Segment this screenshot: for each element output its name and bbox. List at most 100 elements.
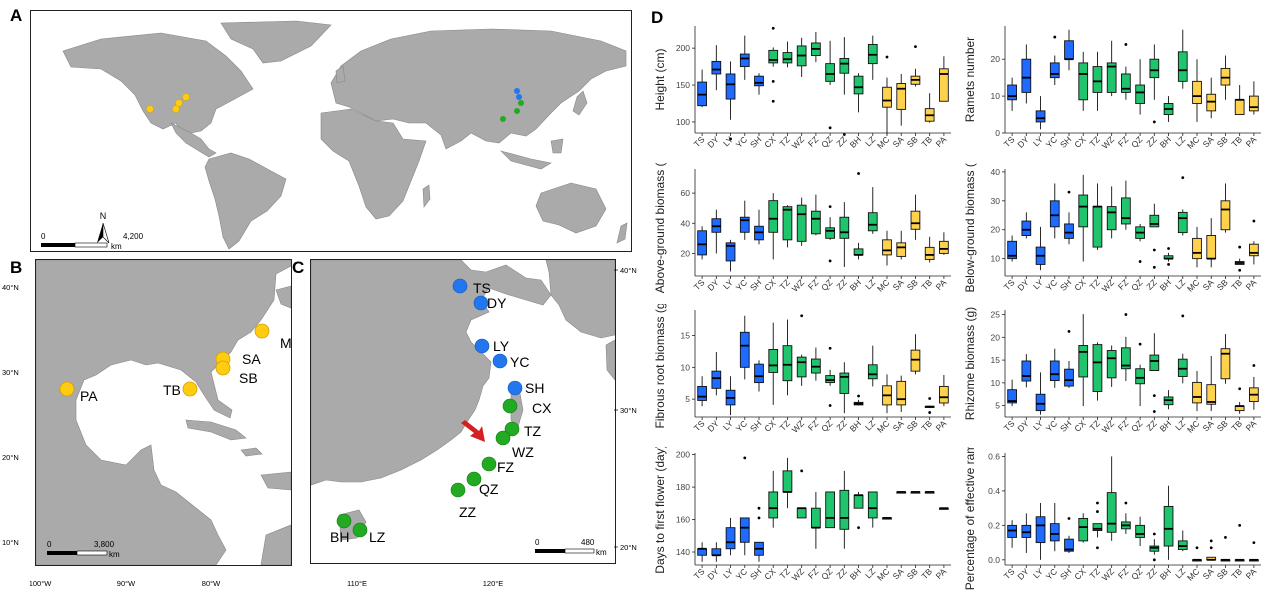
y-tick-label: 180 (676, 482, 690, 492)
boxplot-height: Height (cm) 100 150 200 TS DY LY YC SH CX TZ WZ FZ QZ… (650, 20, 955, 163)
box-iqr (1149, 214, 1160, 228)
box-sb (910, 45, 921, 87)
outlier-point (885, 55, 889, 59)
x-tick-label: SB (905, 134, 920, 149)
x-tick-label: LZ (1173, 277, 1187, 291)
china-map-lat-axis: 40°N 30°N 20°N (614, 259, 644, 564)
outlier-point (1238, 387, 1242, 391)
box-ts (697, 542, 707, 562)
x-tick-label: SB (905, 566, 920, 581)
box-iqr (1121, 347, 1131, 370)
x-tick-label: WZ (1100, 566, 1116, 582)
y-axis-label: Above-ground biomass (g) (653, 163, 667, 293)
china-map: TS DY LY YC SH CX TZ WZ FZ QZ ZZ BH LZ (310, 259, 616, 564)
box-iqr (1021, 360, 1032, 382)
outlier-point (729, 137, 732, 141)
x-tick-label: YC (734, 418, 749, 433)
x-tick-label: CX (762, 277, 778, 293)
outlier-point (1238, 523, 1242, 527)
box-sb (910, 491, 921, 494)
x-tick-label: CX (762, 418, 778, 434)
panel-label-d: D (651, 8, 664, 27)
box-tz (1092, 183, 1103, 250)
outlier-point (1209, 546, 1213, 550)
box-iqr (1206, 93, 1217, 112)
x-tick-label: ZZ (834, 418, 848, 432)
x-tick-label: SB (1215, 134, 1230, 149)
box-sh (754, 506, 764, 562)
x-tick-label: DY (705, 418, 721, 434)
world-site-mc (182, 93, 190, 101)
box-iqr (697, 385, 707, 401)
site-label-sh: SH (525, 380, 544, 396)
x-tick-label: TS (692, 566, 707, 581)
china-lat-ticks: 40°N 30°N 20°N (614, 266, 637, 552)
x-tick-label: LY (721, 277, 735, 291)
box-iqr (1092, 66, 1103, 93)
box-lz (1177, 176, 1188, 236)
box-iqr (1121, 73, 1131, 93)
outlier-point (1167, 263, 1170, 266)
outlier-point (1152, 410, 1156, 413)
box-iqr (711, 548, 722, 556)
box-qz (1135, 59, 1145, 115)
site-marker-qz (466, 471, 482, 487)
box-zz (1149, 44, 1160, 124)
panel-label-b: B (10, 258, 23, 277)
x-tick-label: BH (848, 566, 863, 581)
box-lz (867, 491, 878, 528)
outlier-point (1238, 245, 1242, 249)
x-tick-label: FZ (806, 418, 820, 432)
x-tick-label: TZ (777, 418, 791, 432)
outlier-point (1152, 120, 1156, 124)
box-iqr (782, 206, 793, 241)
scale-bar-a: 0 4,200 km (41, 232, 144, 251)
outlier-point (757, 506, 761, 510)
outlier-point (1067, 517, 1071, 520)
box-ly (725, 61, 736, 141)
box-iqr (739, 517, 750, 543)
outlier-point (1252, 541, 1256, 544)
outlier-point (757, 516, 761, 520)
site-label-yc: YC (510, 354, 529, 370)
scale-c-start: 0 (535, 538, 540, 547)
x-tick-label: SA (1201, 566, 1216, 581)
box-sh (1064, 330, 1074, 388)
scale-a-unit: km (111, 242, 122, 251)
outlier-point (857, 526, 860, 530)
box-dy (1021, 212, 1032, 239)
x-tick-label: BH (848, 277, 863, 292)
box-sa (896, 230, 907, 260)
x-tick-label: TB (919, 566, 934, 581)
box-mc (1192, 226, 1202, 268)
box-tz (782, 205, 793, 248)
y-tick-label: 0 (995, 128, 1000, 138)
x-tick-label: SB (905, 418, 920, 433)
box-cx (1078, 513, 1089, 543)
y-tick-label: 5 (685, 394, 690, 404)
box-fz (1121, 313, 1131, 382)
box-zz (1149, 203, 1160, 269)
box-iqr (1135, 84, 1145, 104)
site-marker-bh (336, 513, 352, 529)
box-fz (1121, 43, 1131, 100)
outlier-point (1138, 260, 1142, 263)
usa-map-svg: MC SA SB TB PA 0 3,800 km (36, 260, 291, 565)
box-iqr (1106, 62, 1117, 93)
x-tick-label: ZZ (834, 134, 848, 148)
box-iqr (910, 210, 921, 230)
y-tick-label: 15 (991, 355, 1001, 365)
outlier-point (1053, 35, 1057, 39)
x-tick-label: TZ (1087, 277, 1101, 291)
box-bh (1163, 247, 1174, 266)
box-iqr (711, 370, 722, 389)
box-iqr (739, 331, 750, 368)
outlier-point (1067, 190, 1071, 194)
north-label: N (100, 211, 107, 221)
box-dy (711, 352, 722, 396)
site-label-wz: WZ (512, 444, 534, 460)
world-site-tb (172, 105, 180, 113)
site-label-zz: ZZ (459, 504, 477, 520)
box-sb (1220, 334, 1231, 384)
